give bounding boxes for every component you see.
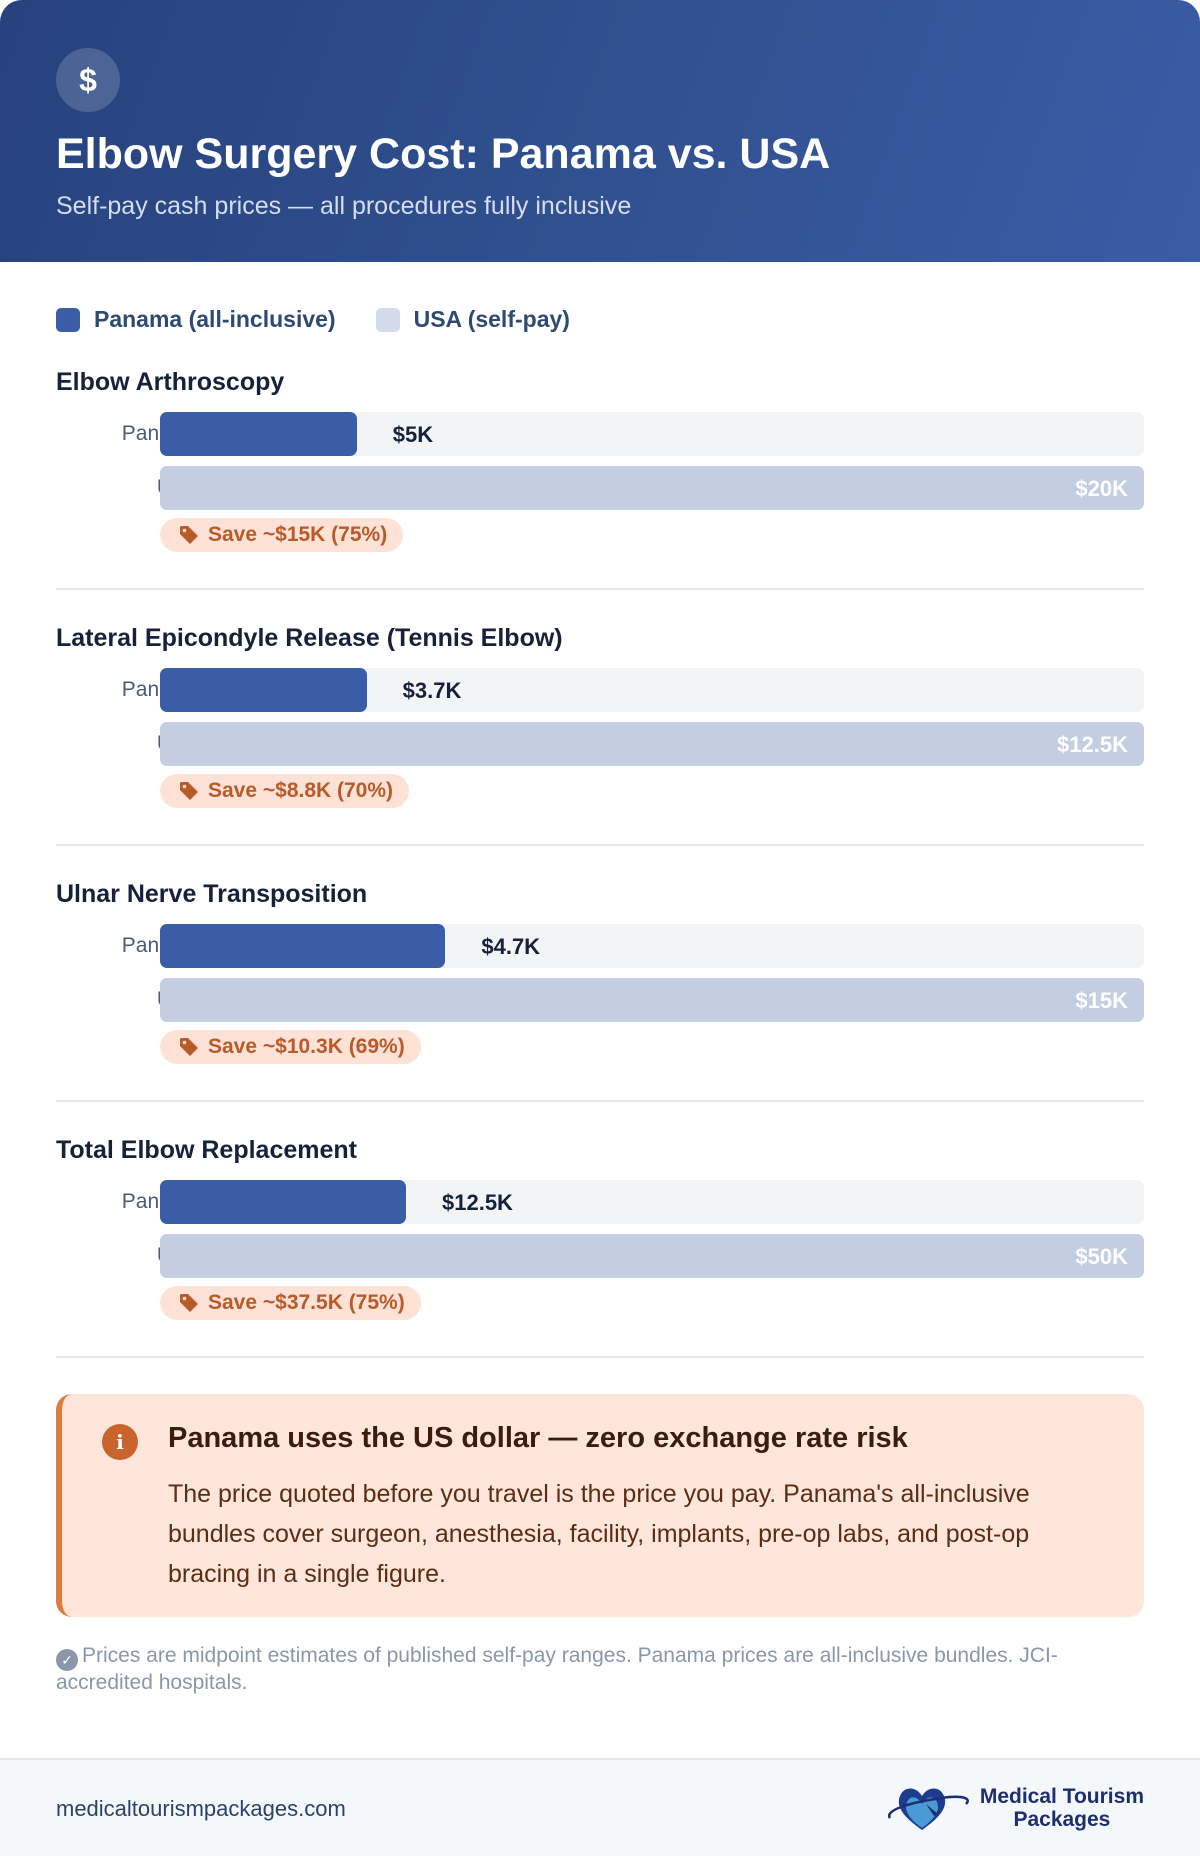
callout-title: Panama uses the US dollar — zero exchang…: [168, 1422, 908, 1454]
usa-bar: [160, 466, 1144, 510]
usa-bar: [160, 978, 1144, 1022]
usa-row: USA $15K: [56, 978, 1144, 1022]
legend: Panama (all-inclusive) USA (self-pay): [56, 306, 596, 333]
page-subtitle: Self-pay cash prices — all procedures fu…: [56, 192, 632, 220]
logo-line2: Packages: [1013, 1808, 1111, 1831]
panama-value-label: $3.7K: [402, 678, 462, 703]
panama-row: Panama $4.7K: [56, 924, 1144, 968]
divider: [56, 1100, 1144, 1102]
panama-bar: [160, 412, 357, 456]
usa-bar: [160, 1234, 1144, 1278]
bar-track: $15K: [160, 978, 1144, 1022]
panama-bar: [160, 924, 446, 968]
footer-url[interactable]: medicaltourismpackages.com: [56, 1796, 346, 1821]
panama-row: Panama $3.7K: [56, 668, 1144, 712]
savings-text: Save ~$10.3K (69%): [208, 1035, 405, 1058]
usa-row: USA $50K: [56, 1234, 1144, 1278]
bar-track: $50K: [160, 1234, 1144, 1278]
logo-line1: Medical Tourism: [979, 1785, 1144, 1808]
usa-value-label: $15K: [1075, 988, 1128, 1013]
procedure-title: Ulnar Nerve Transposition: [56, 880, 368, 908]
usa-value-label: $50K: [1075, 1244, 1128, 1269]
savings-badge: Save ~$8.8K (70%): [160, 774, 410, 808]
panama-value-label: $12.5K: [442, 1190, 513, 1215]
legend-item-usa: USA (self-pay): [375, 306, 570, 333]
usa-value-label: $20K: [1075, 476, 1128, 501]
bar-track: $4.7K: [160, 924, 1144, 968]
page-title: Elbow Surgery Cost: Panama vs. USA: [56, 130, 831, 178]
tag-icon: [180, 526, 198, 544]
legend-swatch-panama: [56, 307, 80, 332]
panama-value-label: $5K: [392, 422, 434, 447]
legend-label: USA (self-pay): [413, 306, 570, 332]
bar-track: $5K: [160, 412, 1144, 456]
procedure-title: Elbow Arthroscopy: [56, 368, 285, 396]
savings-badge: Save ~$10.3K (69%): [160, 1030, 421, 1064]
logo-text: Medical Tourism Packages: [980, 1785, 1144, 1831]
logo: Medical Tourism Packages: [882, 1780, 1144, 1836]
bar-track: $20K: [160, 466, 1144, 510]
usa-row: USA $12.5K: [56, 722, 1144, 766]
procedure-title: Lateral Epicondyle Release (Tennis Elbow…: [56, 624, 563, 652]
legend-swatch-usa: [375, 307, 400, 332]
header: $ Elbow Surgery Cost: Panama vs. USA Sel…: [0, 0, 1200, 262]
panama-value-label: $4.7K: [481, 934, 541, 959]
legend-label: Panama (all-inclusive): [94, 306, 336, 332]
divider: [56, 844, 1144, 846]
callout-box: i Panama uses the US dollar — zero excha…: [56, 1394, 1144, 1617]
usa-value-label: $12.5K: [1057, 732, 1128, 757]
info-icon: i: [102, 1424, 138, 1460]
usa-row: USA $20K: [56, 466, 1144, 510]
panama-row: Panama $12.5K: [56, 1180, 1144, 1224]
tag-icon: [180, 782, 198, 800]
divider: [56, 588, 1144, 590]
heart-plane-logo-icon: [887, 1788, 969, 1830]
bar-track: $3.7K: [160, 668, 1144, 712]
dollar-icon: $: [56, 48, 120, 112]
procedure-title: Total Elbow Replacement: [56, 1136, 357, 1164]
usa-bar: [160, 722, 1144, 766]
footer: medicaltourismpackages.com Medical Touri…: [0, 1758, 1200, 1856]
bar-track: $12.5K: [160, 722, 1144, 766]
callout-text: The price quoted before you travel is th…: [168, 1480, 1030, 1588]
divider: [56, 1356, 1144, 1358]
panama-row: Panama $5K: [56, 412, 1144, 456]
legend-item-panama: Panama (all-inclusive): [56, 306, 336, 333]
panama-bar: [160, 668, 367, 712]
panama-bar: [160, 1180, 406, 1224]
check-circle-icon: ✓: [56, 1649, 78, 1671]
savings-badge: Save ~$15K (75%): [160, 518, 404, 552]
footnote-text: Prices are midpoint estimates of publish…: [56, 1644, 1058, 1694]
tag-icon: [180, 1294, 198, 1312]
savings-text: Save ~$37.5K (75%): [208, 1291, 405, 1314]
footnote: ✓ Prices are midpoint estimates of publis…: [56, 1644, 1146, 1695]
tag-icon: [180, 1038, 198, 1056]
savings-badge: Save ~$37.5K (75%): [160, 1286, 421, 1320]
bar-track: $12.5K: [160, 1180, 1144, 1224]
savings-text: Save ~$15K (75%): [208, 523, 388, 546]
savings-text: Save ~$8.8K (70%): [208, 779, 394, 802]
